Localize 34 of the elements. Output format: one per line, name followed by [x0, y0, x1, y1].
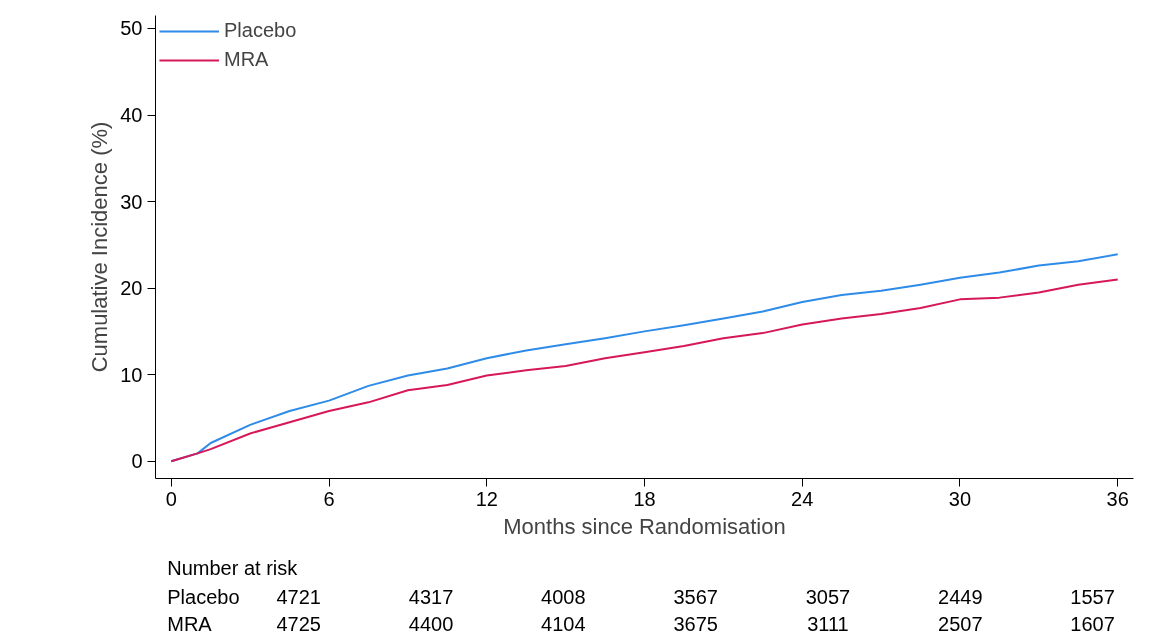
x-tick-label: 36	[1106, 487, 1129, 510]
y-tick-label: 0	[131, 450, 143, 473]
text: Placebo	[167, 585, 240, 608]
text: 4317	[408, 585, 454, 608]
x-tick-label: 18	[633, 487, 656, 510]
x-tick-label: 6	[323, 487, 335, 510]
y-tick-label: 50	[120, 17, 143, 40]
text: 3111	[807, 612, 849, 634]
text: Number at risk	[167, 556, 299, 579]
text: 4104	[541, 612, 586, 634]
legend-label: MRA	[224, 48, 269, 71]
text: 1557	[1070, 585, 1115, 608]
text: 4008	[541, 585, 586, 608]
text: 3567	[673, 585, 718, 608]
text: 4721	[276, 585, 321, 608]
x-axis-title: Months since Randomisation	[503, 513, 786, 539]
x-tick-label: 12	[475, 487, 498, 510]
y-tick-label: 20	[120, 277, 143, 300]
text: 4725	[276, 612, 321, 634]
text: MRA	[167, 612, 213, 634]
text: 2507	[938, 612, 983, 634]
text: 3057	[805, 585, 851, 608]
x-tick-label: 30	[948, 487, 972, 510]
y-tick-label: 40	[120, 104, 143, 127]
text: 2449	[938, 585, 983, 608]
x-tick-label: 0	[165, 487, 177, 510]
y-axis-title: Cumulative Incidence (%)	[87, 121, 113, 373]
legend-label: Placebo	[224, 19, 297, 42]
text: 4400	[408, 612, 454, 634]
y-tick-label: 10	[120, 363, 143, 386]
y-tick-label: 30	[120, 190, 143, 213]
text: 3675	[673, 612, 718, 634]
x-tick-label: 24	[791, 487, 814, 510]
text: 1607	[1070, 612, 1115, 634]
